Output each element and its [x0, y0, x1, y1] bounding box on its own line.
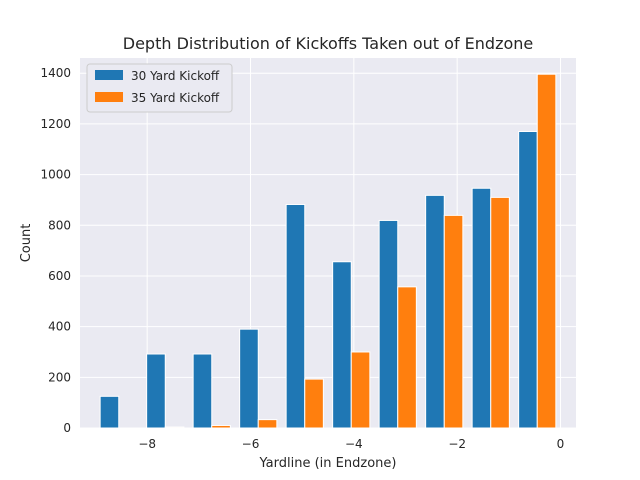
y-tick-label: 200	[48, 370, 71, 384]
bar-series-1-bin-1	[164, 426, 185, 429]
x-axis-label: Yardline (in Endzone)	[259, 456, 397, 471]
x-tick-label: −2	[448, 437, 466, 451]
y-axis-label: Count	[19, 224, 34, 263]
bar-series-0-bin-3	[239, 328, 259, 429]
bar-series-0-bin-0	[99, 395, 120, 429]
y-tick-label: 800	[48, 218, 71, 232]
bars	[99, 73, 557, 429]
legend: 30 Yard Kickoff 35 Yard Kickoff	[86, 63, 233, 113]
chart-title: Depth Distribution of Kickoffs Taken out…	[123, 34, 534, 53]
y-tick-label: 1200	[40, 117, 71, 131]
x-tick-label: 0	[557, 437, 565, 451]
bar-series-0-bin-6	[378, 219, 399, 429]
bar-series-0-bin-1	[146, 353, 166, 429]
bar-series-1-bin-2	[211, 424, 231, 429]
bar-series-1-bin-9	[536, 73, 557, 429]
bar-series-1-bin-6	[397, 286, 417, 429]
bar-series-0-bin-7	[425, 194, 445, 429]
legend-swatch-35-yard	[95, 92, 123, 102]
bar-series-1-bin-7	[443, 214, 464, 429]
legend-label-35-yard: 35 Yard Kickoff	[131, 91, 220, 105]
bar-series-1-bin-4	[304, 378, 324, 429]
bar-series-0-bin-4	[285, 203, 306, 429]
x-tick-label: −8	[138, 437, 156, 451]
legend-label-30-yard: 30 Yard Kickoff	[131, 69, 220, 83]
y-tick-label: 0	[63, 421, 71, 435]
bar-series-0-bin-2	[192, 353, 213, 429]
y-tick-label: 400	[48, 320, 71, 334]
legend-box	[86, 63, 233, 113]
legend-swatch-30-yard	[95, 70, 123, 80]
x-axis-ticks: −8 −6 −4 −2 0	[138, 437, 564, 451]
y-tick-label: 1000	[40, 168, 71, 182]
y-tick-label: 600	[48, 269, 71, 283]
bar-series-0-bin-5	[332, 261, 352, 429]
bar-series-1-bin-5	[350, 351, 371, 429]
bar-series-0-bin-8	[471, 187, 492, 429]
bar-series-1-bin-8	[490, 196, 510, 429]
y-tick-label: 1400	[40, 66, 71, 80]
y-axis-ticks: 0 200 400 600 800 1000 1200 1400	[40, 66, 71, 435]
x-tick-label: −4	[345, 437, 363, 451]
bar-series-1-bin-3	[257, 419, 278, 429]
x-tick-label: −6	[242, 437, 260, 451]
bar-series-0-bin-9	[518, 130, 538, 429]
